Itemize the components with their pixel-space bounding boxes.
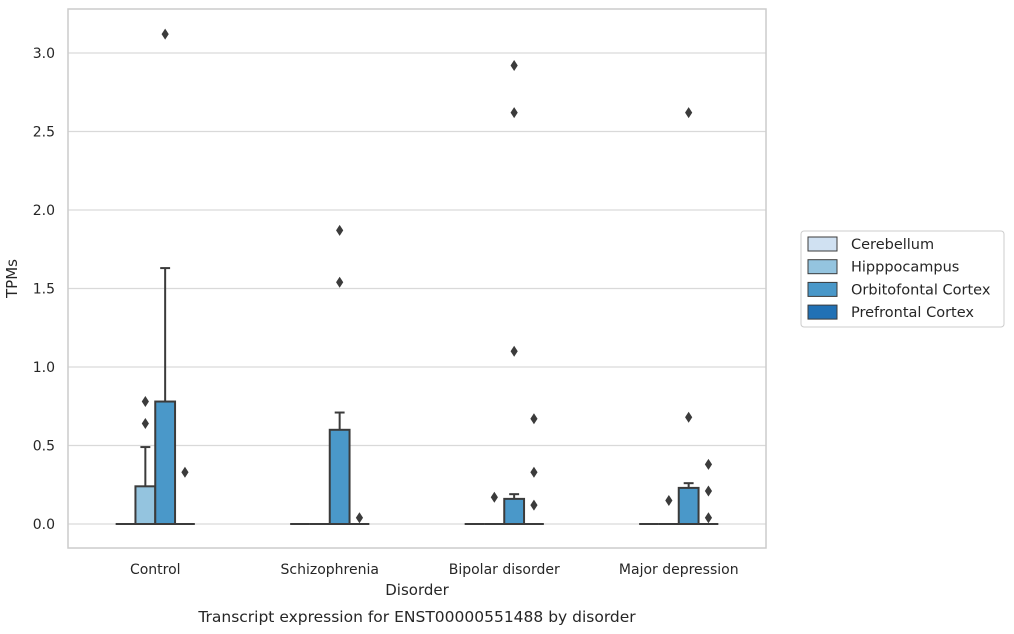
y-tick-label: 0.5 — [33, 439, 55, 455]
x-tick-label: Major depression — [619, 562, 739, 578]
outlier-point — [141, 418, 149, 430]
outlier-point — [530, 466, 538, 478]
box-iqr — [677, 486, 700, 526]
legend-entry-label: Prefrontal Cortex — [851, 305, 974, 321]
x-tick-label: Schizophrenia — [281, 562, 379, 578]
y-tick-label: 0.0 — [33, 517, 55, 533]
legend-swatch — [807, 281, 838, 297]
box-prefrontal-cortex — [349, 512, 370, 525]
box-prefrontal-cortex — [524, 413, 544, 525]
box-hipppocampus — [134, 396, 157, 526]
box-iqr — [154, 400, 177, 526]
y-tick-label: 1.0 — [33, 360, 55, 376]
box-orbitofontal-cortex — [503, 60, 526, 526]
y-tick-label: 3.0 — [33, 46, 55, 62]
outlier-point — [355, 512, 364, 524]
y-tick-label: 1.5 — [33, 282, 55, 298]
legend: Cerebellum Hipppocampus Orbitofontal Corte… — [800, 230, 1005, 328]
box-iqr — [134, 485, 157, 526]
outlier-point — [510, 107, 518, 119]
plot-frame — [67, 8, 767, 549]
outlier-point — [161, 28, 169, 40]
outlier-point — [530, 499, 538, 511]
legend-swatch — [807, 304, 838, 320]
outlier-point — [665, 494, 673, 506]
outlier-point — [685, 107, 693, 119]
legend-frame — [800, 230, 1005, 328]
box-orbitofontal-cortex — [328, 224, 351, 525]
x-axis: Control Schizophrenia Bipolar disorder Majo… — [130, 562, 739, 578]
y-tick-label: 2.0 — [33, 203, 55, 219]
legend-entry-label: Hipppocampus — [851, 260, 959, 276]
box-prefrontal-cortex — [698, 458, 719, 525]
outlier-point — [181, 466, 189, 478]
outlier-point — [141, 396, 149, 408]
box-hipppocampus — [484, 491, 505, 525]
y-axis-label: TPMs — [3, 259, 21, 299]
y-axis: 0.0 0.5 1.0 1.5 2.0 2.5 3.0 — [33, 46, 55, 533]
box-iqr — [503, 497, 526, 526]
outlier-point — [510, 60, 518, 72]
outlier-point — [704, 512, 713, 524]
box-orbitofontal-cortex — [154, 28, 177, 526]
outlier-point — [530, 413, 538, 425]
outlier-point — [704, 485, 713, 497]
outlier-point — [685, 411, 693, 423]
outlier-point — [510, 345, 518, 357]
y-tick-label: 2.5 — [33, 125, 55, 141]
legend-swatch — [807, 259, 838, 275]
x-tick-label: Control — [130, 562, 181, 578]
x-tick-label: Bipolar disorder — [449, 562, 560, 578]
box-iqr — [328, 428, 351, 525]
box-prefrontal-cortex — [175, 466, 195, 525]
box-orbitofontal-cortex — [677, 107, 700, 526]
plot-area — [68, 9, 766, 548]
x-axis-label: Disorder — [385, 581, 449, 599]
chart-caption: Transcript expression for ENST0000055148… — [197, 608, 636, 626]
legend-swatch — [807, 236, 838, 252]
box-group — [115, 28, 719, 526]
box-hipppocampus — [658, 494, 679, 525]
legend-entry-label: Cerebellum — [851, 237, 934, 253]
outlier-point — [336, 276, 344, 288]
legend-entry-label: Orbitofontal Cortex — [851, 282, 991, 298]
outlier-point — [704, 458, 713, 470]
outlier-point — [336, 224, 344, 236]
outlier-point — [490, 491, 498, 503]
